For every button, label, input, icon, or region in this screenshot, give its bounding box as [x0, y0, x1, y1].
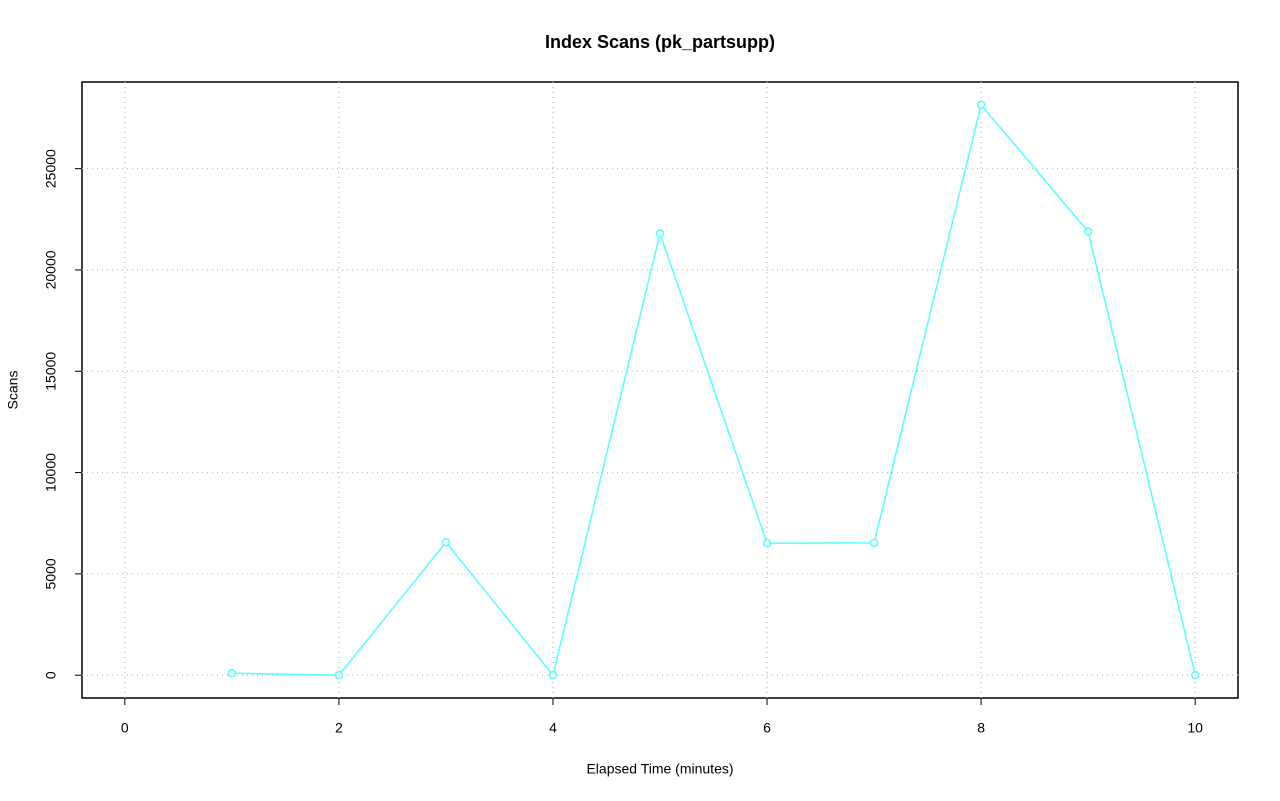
data-point	[655, 229, 665, 238]
x-tick-label: 4	[549, 720, 557, 736]
x-tick-label: 0	[121, 720, 129, 736]
data-point	[869, 538, 879, 548]
x-tick-label: 10	[1187, 720, 1203, 736]
y-tick-label: 15000	[43, 352, 59, 391]
x-axis-label: Elapsed Time (minutes)	[586, 761, 733, 777]
x-tick-label: 6	[763, 720, 771, 736]
y-tick-label: 5000	[43, 558, 59, 589]
data-point	[762, 539, 772, 548]
x-tick-label: 2	[335, 720, 343, 736]
y-axis-label: Scans	[5, 371, 21, 410]
data-point	[334, 670, 344, 680]
x-tick-label: 8	[977, 720, 985, 736]
data-point	[1190, 670, 1200, 680]
data-point	[227, 668, 237, 678]
y-tick-label: 0	[43, 671, 59, 679]
y-tick-label: 20000	[43, 250, 59, 289]
plot-frame	[81, 81, 1239, 699]
y-tick-label: 10000	[43, 453, 59, 492]
series-line	[231, 103, 1196, 677]
chart-title: Index Scans (pk_partsupp)	[545, 32, 775, 52]
y-tick-label: 25000	[43, 149, 59, 188]
data-point	[548, 670, 558, 680]
data-point	[441, 538, 451, 547]
data-point	[976, 100, 986, 110]
data-point	[1083, 227, 1093, 236]
